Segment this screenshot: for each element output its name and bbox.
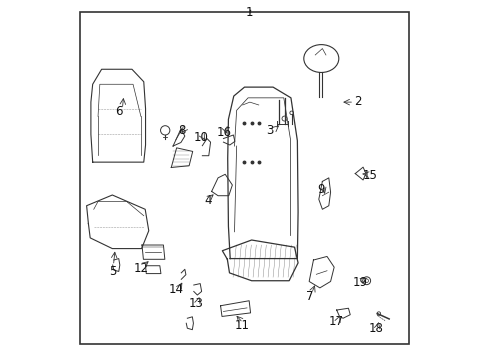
Text: 14: 14 (169, 283, 184, 296)
Text: 16: 16 (216, 126, 231, 139)
Text: 2: 2 (354, 95, 361, 108)
Text: 1: 1 (245, 6, 253, 19)
Text: 5: 5 (108, 265, 116, 278)
Text: 12: 12 (134, 262, 149, 275)
Text: 9: 9 (317, 183, 325, 196)
Text: 15: 15 (362, 169, 377, 182)
Text: 6: 6 (115, 105, 122, 118)
Text: 4: 4 (204, 194, 211, 207)
Text: 8: 8 (178, 124, 185, 137)
Text: 17: 17 (328, 315, 343, 328)
Text: 18: 18 (368, 323, 383, 336)
Text: 3: 3 (265, 124, 273, 137)
Text: 11: 11 (234, 319, 249, 332)
Text: 10: 10 (193, 131, 208, 144)
Text: 13: 13 (188, 297, 203, 310)
Text: 19: 19 (352, 276, 367, 289)
Text: 7: 7 (306, 290, 313, 303)
